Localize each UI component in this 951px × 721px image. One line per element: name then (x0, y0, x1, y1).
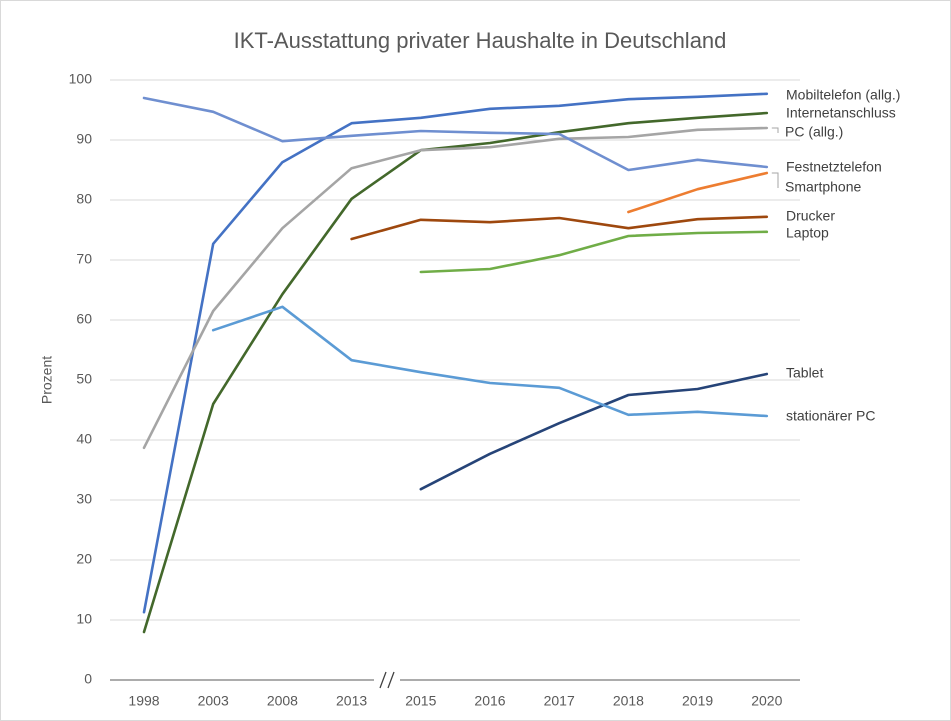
series-line (211, 305, 769, 418)
label-leader (771, 172, 779, 188)
y-tick-label: 70 (76, 251, 92, 267)
series-label: Laptop (786, 225, 829, 241)
series-line (419, 230, 769, 274)
series-label: Festnetztelefon (786, 159, 882, 175)
series-label: stationärer PC (786, 408, 875, 424)
y-tick-label: 30 (76, 491, 92, 507)
series-label: Drucker (786, 208, 835, 224)
x-tick-label: 1998 (128, 693, 159, 709)
axis-break-stroke (379, 671, 387, 689)
y-axis-title: Prozent (39, 356, 55, 404)
y-tick-label: 50 (76, 371, 92, 387)
y-tick-label: 10 (76, 611, 92, 627)
x-tick-label: 2016 (474, 693, 505, 709)
series-label: PC (allg.) (785, 124, 843, 140)
series-line (142, 96, 769, 172)
x-tick-label: 2020 (751, 693, 782, 709)
series-label: Smartphone (785, 179, 861, 195)
series-line (142, 92, 769, 614)
series-label: Internetanschluss (786, 105, 896, 121)
y-tick-label: 0 (84, 671, 92, 687)
x-tick-label: 2019 (682, 693, 713, 709)
x-tick-label: 2015 (405, 693, 436, 709)
series-line (142, 126, 769, 450)
x-tick-label: 2018 (613, 693, 644, 709)
x-tick-label: 2017 (544, 693, 575, 709)
y-tick-label: 20 (76, 551, 92, 567)
x-tick-label: 2008 (267, 693, 298, 709)
series-line (350, 215, 769, 241)
y-tick-label: 100 (69, 71, 93, 87)
series-line (419, 372, 769, 491)
y-tick-label: 80 (76, 191, 92, 207)
chart-title: IKT-Ausstattung privater Haushalte in De… (234, 28, 727, 53)
y-tick-label: 90 (76, 131, 92, 147)
grid (110, 79, 800, 621)
series-line (627, 171, 769, 214)
series-label: Mobiltelefon (allg.) (786, 87, 900, 103)
axis-break (379, 671, 395, 689)
y-tick-label: 40 (76, 431, 92, 447)
label-leader (771, 127, 779, 133)
axis-break-stroke (387, 671, 395, 689)
series-line (142, 111, 769, 634)
x-tick-label: 2003 (198, 693, 229, 709)
series-label: Tablet (786, 365, 823, 381)
y-tick-label: 60 (76, 311, 92, 327)
x-tick-label: 2013 (336, 693, 367, 709)
